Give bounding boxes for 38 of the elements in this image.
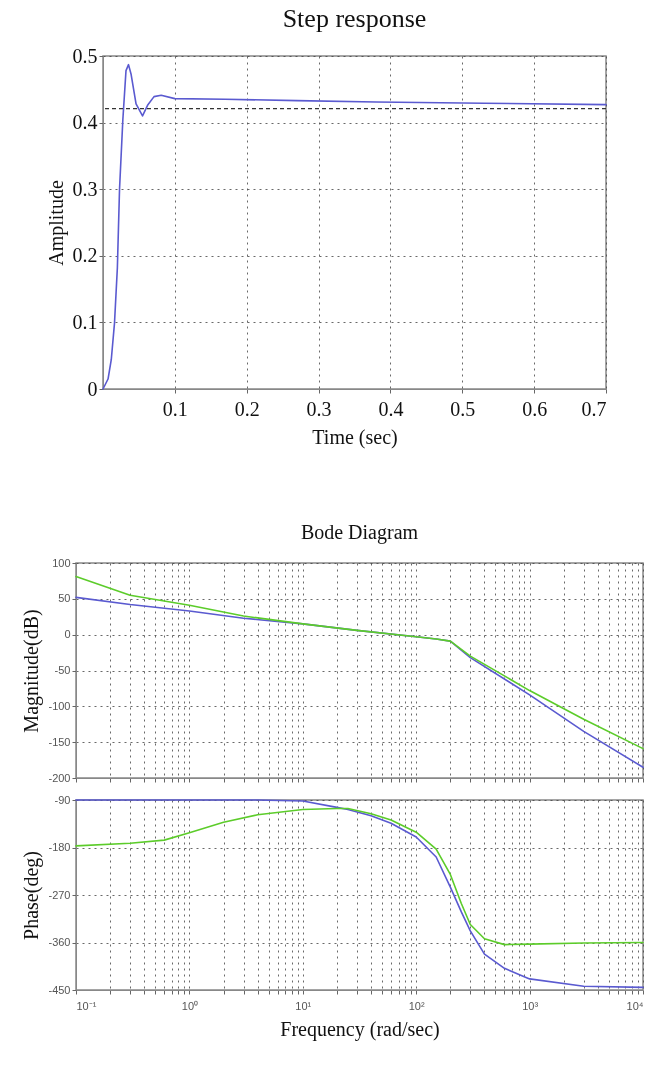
x-tick-label: 0.7 — [581, 397, 607, 420]
y-tick-label: -270 — [48, 888, 71, 901]
chart-title: Step response — [282, 4, 427, 33]
x-tick-label: 10¹ — [295, 999, 312, 1012]
x-tick-label: 0.1 — [162, 397, 188, 420]
y-tick-label: 0.3 — [72, 177, 98, 200]
y-tick-label: 0.5 — [72, 44, 98, 67]
y-tick-label: 0.2 — [72, 244, 98, 267]
y-tick-label: -90 — [54, 793, 71, 806]
x-tick-label: 0.5 — [450, 397, 476, 420]
x-tick-label: 10² — [408, 999, 425, 1012]
y-axis-title: Amplitude — [44, 180, 68, 266]
y-tick-label: -360 — [48, 936, 71, 948]
x-tick-label: 0.4 — [378, 397, 404, 420]
x-axis-title: Time (sec) — [312, 425, 398, 449]
x-tick-label: 10⁻¹ — [76, 999, 97, 1012]
y-tick-label: -100 — [48, 699, 71, 712]
x-tick-label: 10⁰ — [181, 999, 199, 1012]
x-tick-label: 0.3 — [306, 397, 332, 420]
y-tick-label: -200 — [48, 771, 71, 784]
x-axis-title: Frequency (rad/sec) — [280, 1017, 440, 1041]
y-tick-label: 100 — [52, 556, 71, 569]
y-tick-label: -50 — [54, 664, 71, 676]
x-tick-label: 10³ — [522, 999, 539, 1012]
y-tick-label: 0.4 — [72, 111, 98, 134]
x-tick-label: 10⁴ — [626, 999, 644, 1012]
y-tick-label: 0 — [64, 628, 71, 641]
x-tick-label: 0.6 — [522, 397, 548, 420]
y-axis-title: Magnitude(dB) — [20, 609, 44, 733]
y-tick-label: -450 — [48, 983, 71, 996]
y-axis-title: Phase(deg) — [20, 851, 44, 940]
y-tick-label: 0 — [87, 377, 98, 400]
y-tick-label: 50 — [58, 592, 71, 605]
y-tick-label: -180 — [48, 841, 71, 853]
y-tick-label: -150 — [48, 735, 71, 748]
y-tick-label: 0.1 — [72, 310, 98, 333]
chart-title: Bode Diagram — [300, 521, 419, 544]
x-tick-label: 0.2 — [234, 397, 260, 420]
